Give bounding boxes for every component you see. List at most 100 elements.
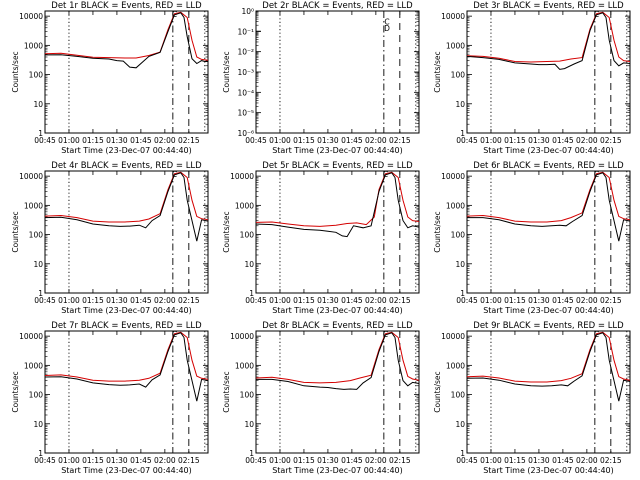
y-tick-label: 10⁻⁵ bbox=[237, 109, 254, 118]
annotation-label: C bbox=[594, 330, 599, 339]
y-tick-label: 10 bbox=[244, 260, 254, 269]
y-tick-label: 1 bbox=[38, 129, 43, 138]
x-tick-label: 02:15 bbox=[178, 456, 200, 465]
chart-title: Det 9r BLACK = Events, RED = LLD bbox=[473, 321, 624, 331]
x-tick-label: 01:30 bbox=[106, 456, 128, 465]
y-tick-label: 100 bbox=[451, 71, 466, 80]
y-tick-label: 1 bbox=[460, 449, 465, 458]
plot-frame bbox=[44, 330, 209, 454]
x-axis-label: Start Time (23-Dec-07 00:44:40) bbox=[61, 306, 192, 315]
plot-frame bbox=[44, 10, 209, 134]
x-tick-label: 01:15 bbox=[293, 296, 315, 305]
y-tick-label: 1 bbox=[38, 449, 43, 458]
x-axis-label: Start Time (23-Dec-07 00:44:40) bbox=[483, 306, 614, 315]
x-tick-label: 02:00 bbox=[154, 456, 176, 465]
chart-panel-3: Det 3r BLACK = Events, RED = LLD 00:45 01:… bbox=[433, 1, 631, 155]
x-tick-label: 01:45 bbox=[341, 456, 363, 465]
y-tick-label: 10⁻² bbox=[237, 48, 254, 57]
y-tick-label: 100 bbox=[451, 231, 466, 240]
x-tick-label: 00:45 bbox=[456, 136, 478, 145]
y-tick-label: 10⁻¹ bbox=[237, 27, 254, 36]
y-tick-label: 10000 bbox=[441, 172, 465, 181]
chart-title: Det 3r BLACK = Events, RED = LLD bbox=[473, 1, 624, 11]
y-tick-label: 10 bbox=[33, 420, 43, 429]
events-series-line bbox=[256, 172, 419, 238]
x-tick-label: 01:15 bbox=[82, 456, 104, 465]
y-tick-label: 100 bbox=[451, 391, 466, 400]
y-tick-label: 1000 bbox=[235, 361, 254, 370]
y-tick-label: 1000 bbox=[446, 41, 465, 50]
y-tick-label: 100 bbox=[29, 231, 44, 240]
chart-title: Det 2r BLACK = Events, RED = LLD bbox=[262, 1, 413, 11]
chart-title: Det 1r BLACK = Events, RED = LLD bbox=[51, 1, 202, 11]
y-axis-label: Counts/sec bbox=[222, 51, 231, 92]
y-tick-label: 1 bbox=[460, 289, 465, 298]
lld-series-line bbox=[467, 171, 630, 223]
x-tick-label: 01:30 bbox=[528, 136, 550, 145]
x-tick-label: 02:15 bbox=[178, 296, 200, 305]
x-tick-label: 01:15 bbox=[504, 136, 526, 145]
x-tick-label: 01:00 bbox=[269, 296, 291, 305]
events-series-line bbox=[467, 172, 630, 242]
x-tick-label: 02:00 bbox=[576, 296, 598, 305]
y-tick-label: 10000 bbox=[441, 332, 465, 341]
x-tick-label: 01:00 bbox=[480, 456, 502, 465]
y-tick-label: 1000 bbox=[446, 361, 465, 370]
x-tick-label: 01:00 bbox=[480, 296, 502, 305]
annotation-label: C bbox=[384, 18, 389, 27]
y-tick-label: 10⁻⁴ bbox=[237, 88, 254, 97]
y-axis-label: Counts/sec bbox=[222, 211, 231, 252]
x-tick-label: 02:15 bbox=[600, 296, 622, 305]
plot-frame bbox=[466, 170, 631, 294]
y-tick-label: 10000 bbox=[230, 172, 254, 181]
x-tick-label: 01:15 bbox=[293, 456, 315, 465]
y-tick-label: 1000 bbox=[24, 361, 43, 370]
y-tick-label: 1000 bbox=[24, 201, 43, 210]
x-tick-label: 02:15 bbox=[178, 136, 200, 145]
x-tick-label: 01:30 bbox=[106, 136, 128, 145]
x-axis-label: Start Time (23-Dec-07 00:44:40) bbox=[272, 466, 403, 475]
y-tick-label: 10 bbox=[455, 260, 465, 269]
plot-frame bbox=[255, 330, 420, 454]
lld-series-line bbox=[256, 171, 419, 227]
y-tick-label: 10⁻³ bbox=[237, 68, 254, 77]
x-axis-label: Start Time (23-Dec-07 00:44:40) bbox=[272, 306, 403, 315]
annotation-label: D bbox=[384, 24, 390, 33]
y-tick-label: 1000 bbox=[446, 201, 465, 210]
plot-frame bbox=[255, 10, 420, 134]
y-axis-label: Counts/sec bbox=[11, 211, 20, 252]
x-tick-label: 01:15 bbox=[504, 296, 526, 305]
events-series-line bbox=[45, 172, 208, 242]
x-tick-label: 00:45 bbox=[456, 456, 478, 465]
x-tick-label: 02:15 bbox=[389, 296, 411, 305]
x-tick-label: 01:15 bbox=[82, 136, 104, 145]
x-axis-label: Start Time (23-Dec-07 00:44:40) bbox=[483, 146, 614, 155]
x-tick-label: 01:30 bbox=[317, 136, 339, 145]
annotation-label: C bbox=[594, 170, 599, 179]
events-series-line bbox=[467, 12, 630, 70]
x-tick-label: 01:15 bbox=[82, 296, 104, 305]
y-axis-label: Counts/sec bbox=[11, 371, 20, 412]
y-tick-label: 10000 bbox=[441, 12, 465, 21]
x-tick-label: 01:30 bbox=[317, 456, 339, 465]
lld-series-line bbox=[45, 171, 208, 223]
x-tick-label: 01:45 bbox=[130, 456, 152, 465]
x-tick-label: 02:00 bbox=[154, 296, 176, 305]
annotation-label: C bbox=[172, 10, 177, 19]
annotation-label: C bbox=[594, 10, 599, 19]
x-tick-label: 02:00 bbox=[365, 296, 387, 305]
x-axis-label: Start Time (23-Dec-07 00:44:40) bbox=[61, 146, 192, 155]
x-tick-label: 01:15 bbox=[293, 136, 315, 145]
x-tick-label: 01:00 bbox=[58, 456, 80, 465]
y-tick-label: 10⁰ bbox=[241, 7, 254, 16]
y-tick-label: 100 bbox=[240, 391, 255, 400]
chart-title: Det 5r BLACK = Events, RED = LLD bbox=[262, 161, 413, 171]
y-tick-label: 100 bbox=[240, 231, 255, 240]
y-tick-label: 10000 bbox=[230, 332, 254, 341]
x-tick-label: 00:45 bbox=[34, 296, 56, 305]
